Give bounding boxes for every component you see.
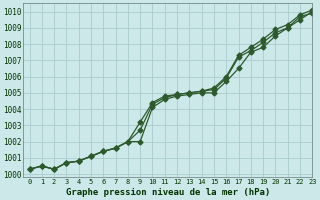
X-axis label: Graphe pression niveau de la mer (hPa): Graphe pression niveau de la mer (hPa)	[66, 188, 270, 197]
